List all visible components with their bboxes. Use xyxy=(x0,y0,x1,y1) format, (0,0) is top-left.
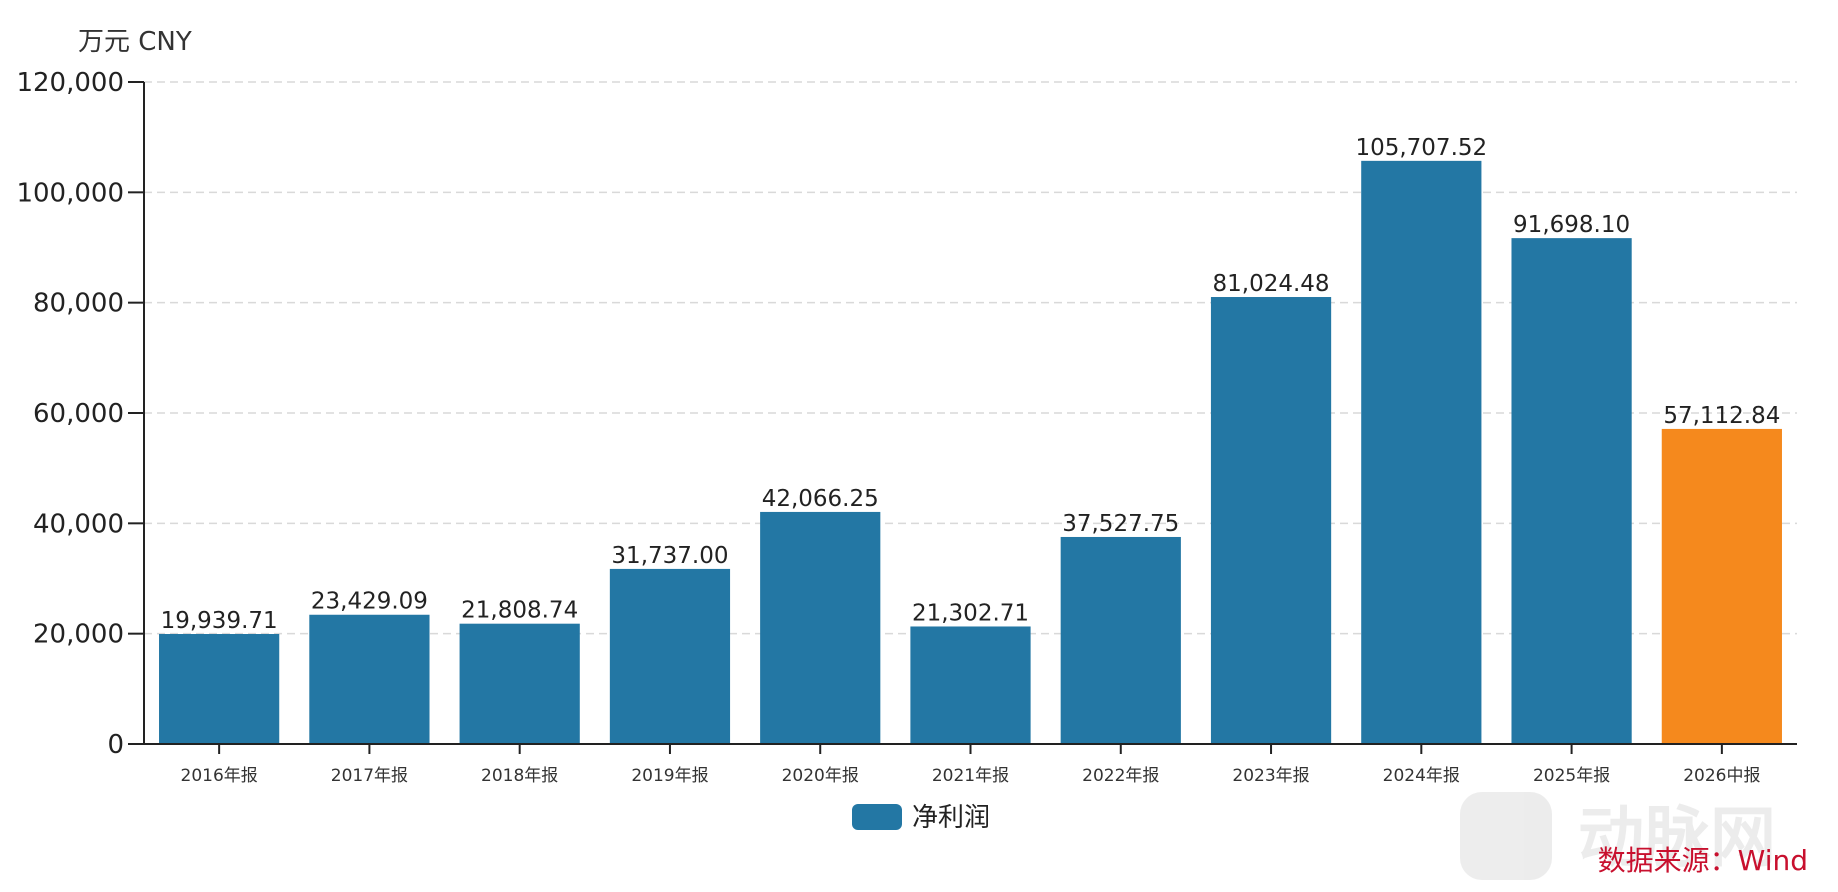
data-label: 31,737.00 xyxy=(611,543,728,569)
y-tick-label: 100,000 xyxy=(16,178,124,208)
data-source-note: 数据来源：Wind xyxy=(1598,844,1808,877)
bar xyxy=(459,623,580,744)
x-tick-label: 2018年报 xyxy=(481,766,558,786)
bar xyxy=(1210,297,1332,744)
y-unit-label: 万元 CNY xyxy=(78,27,192,57)
x-axis-ticks: 2016年报 2017年报 2018年报 2019年报 2020年报 2021年报 2022… xyxy=(181,744,1760,786)
x-tick-label: 2017年报 xyxy=(331,766,408,786)
data-label: 21,302.71 xyxy=(912,600,1029,626)
bar xyxy=(609,568,731,744)
x-tick-label: 2020年报 xyxy=(782,766,859,786)
data-label: 81,024.48 xyxy=(1213,271,1330,297)
bar xyxy=(1060,536,1181,744)
x-tick-label: 2016年报 xyxy=(181,766,258,786)
data-label: 105,707.52 xyxy=(1355,135,1487,161)
data-label: 57,112.84 xyxy=(1663,403,1780,429)
x-tick-label: 2019年报 xyxy=(631,766,708,786)
bar xyxy=(910,626,1031,744)
watermark-logo-mark xyxy=(1460,792,1552,880)
x-tick-label: 2026中报 xyxy=(1683,766,1760,786)
x-tick-label: 2023年报 xyxy=(1232,766,1309,786)
bar xyxy=(1361,160,1482,744)
watermark-logo: 动脉网 xyxy=(1460,792,1776,880)
y-tick-label: 20,000 xyxy=(33,620,124,650)
y-tick-label: 0 xyxy=(107,730,124,760)
bars: 19,939.71 23,429.09 21,808.74 31,737.00 42,0… xyxy=(159,135,1782,744)
data-label: 37,527.75 xyxy=(1062,511,1179,537)
y-tick-label: 80,000 xyxy=(33,289,124,319)
watermark-logo-text: 动脉网 xyxy=(1578,799,1776,876)
data-label: 19,939.71 xyxy=(161,608,278,634)
x-tick-label: 2021年报 xyxy=(932,766,1009,786)
bar xyxy=(1511,238,1632,744)
y-tick-label: 120,000 xyxy=(16,68,124,98)
legend: 净利润 xyxy=(852,803,990,833)
bar xyxy=(760,511,881,744)
legend-label: 净利润 xyxy=(912,803,990,833)
x-tick-label: 2025年报 xyxy=(1533,766,1610,786)
data-label: 23,429.09 xyxy=(311,589,428,615)
bar xyxy=(1661,428,1782,744)
data-label: 42,066.25 xyxy=(762,486,879,512)
data-label: 21,808.74 xyxy=(461,598,578,624)
bar xyxy=(159,633,280,744)
y-tick-label: 60,000 xyxy=(33,399,124,429)
x-tick-label: 2024年报 xyxy=(1383,766,1460,786)
legend-swatch xyxy=(852,804,902,830)
y-tick-label: 40,000 xyxy=(33,509,124,539)
data-label: 91,698.10 xyxy=(1513,212,1630,238)
y-axis-ticks: 0 20,000 40,000 60,000 80,000 100,000 120,000 xyxy=(16,68,144,760)
bar xyxy=(309,614,430,744)
x-tick-label: 2022年报 xyxy=(1082,766,1159,786)
